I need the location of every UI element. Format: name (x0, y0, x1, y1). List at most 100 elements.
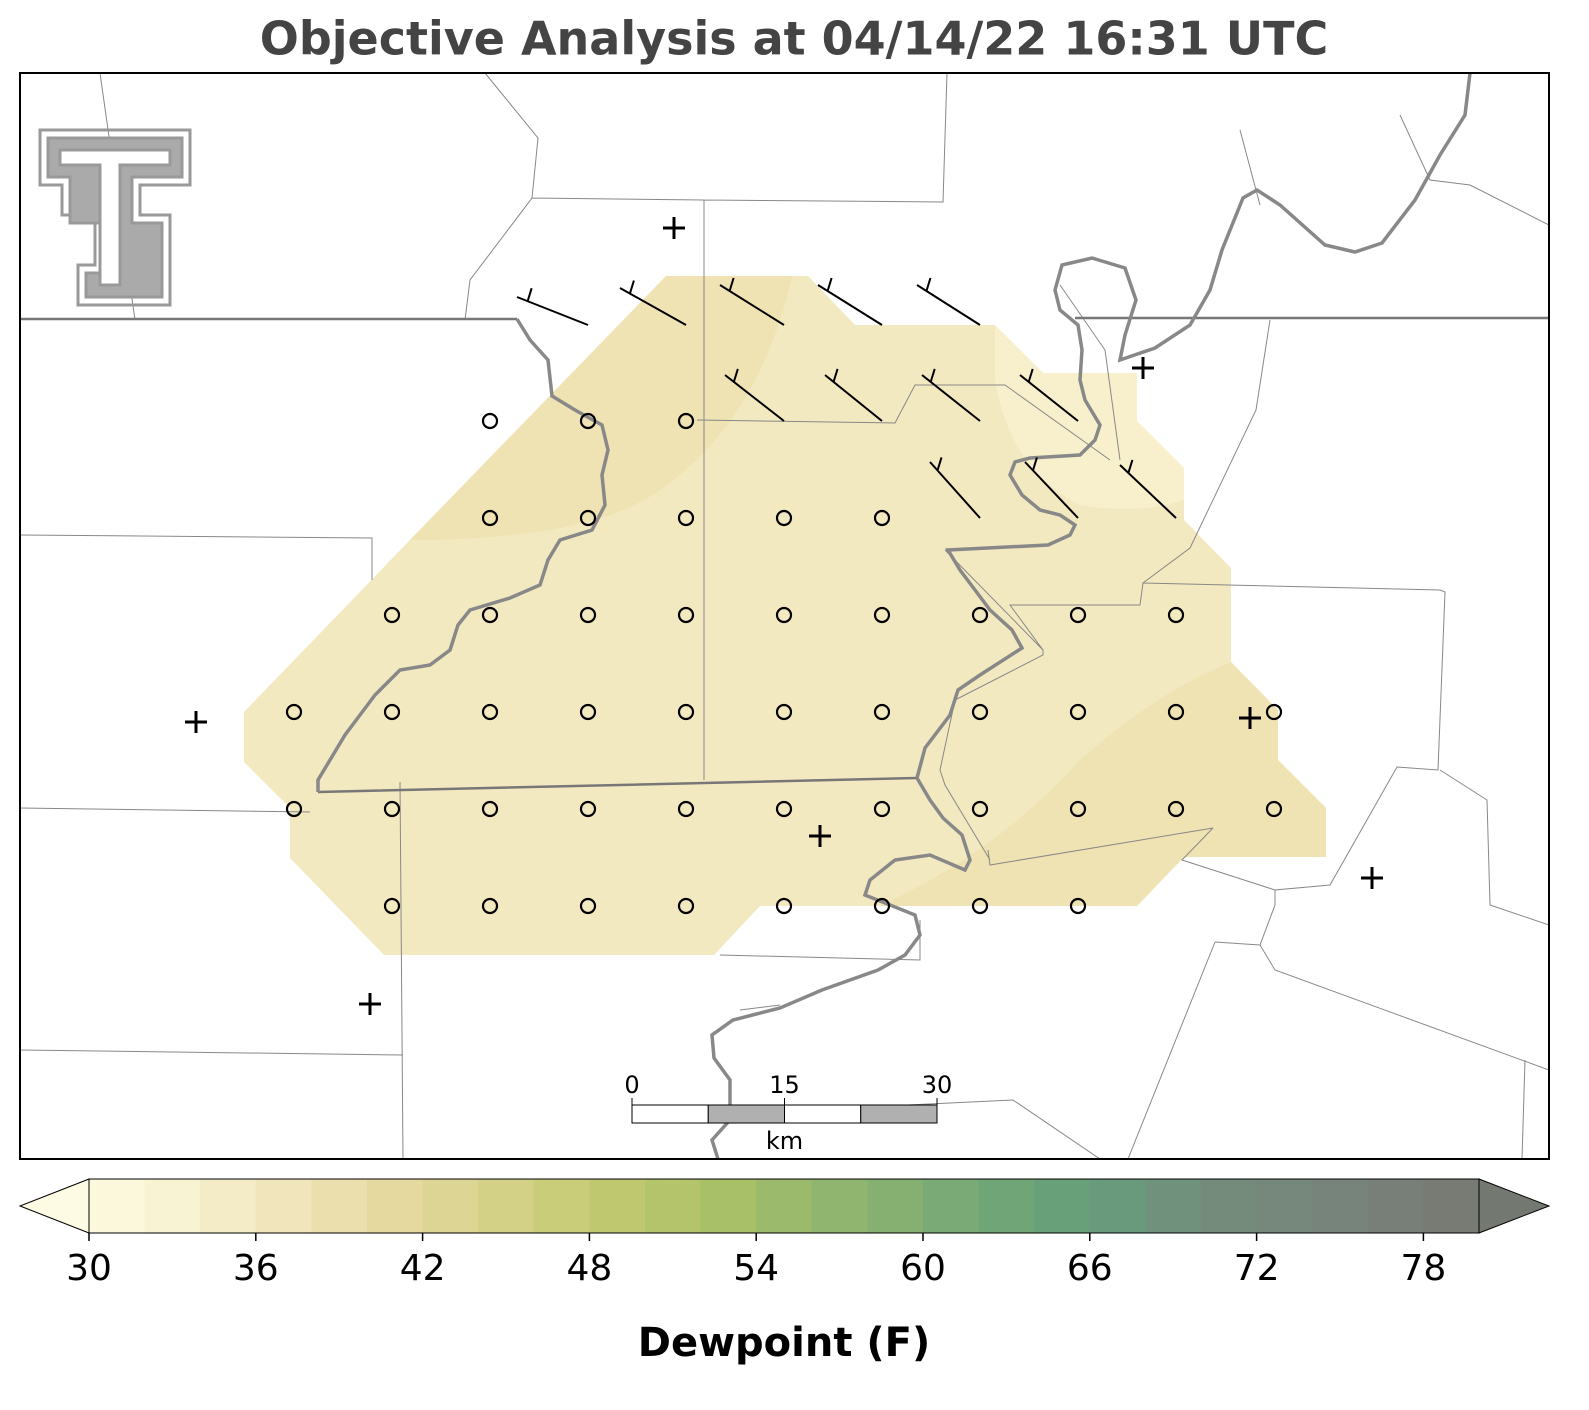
barb-flag (628, 280, 635, 294)
colorbar-tick-label: 78 (1400, 1248, 1446, 1289)
colorbar-segment (367, 1179, 424, 1233)
barb-flag (936, 457, 943, 471)
barb-flag (1027, 368, 1034, 383)
station-missing (663, 217, 685, 239)
scale-bar-label: 0 (624, 1071, 639, 1099)
station-calm (1069, 606, 1087, 624)
barb-flag (526, 287, 533, 302)
colorbar-segment (1034, 1179, 1091, 1233)
colorbar-segment (1423, 1179, 1480, 1233)
station-calm (383, 800, 401, 818)
station-missing (809, 825, 831, 847)
barb-shaft (817, 284, 883, 326)
colorbar-segment (1312, 1179, 1369, 1233)
station-calm (481, 703, 499, 721)
scale-bar-label: 15 (769, 1071, 800, 1099)
wind-barb (724, 368, 785, 422)
scale-bar-block (860, 1104, 938, 1124)
station-calm (971, 897, 989, 915)
station-calm (481, 800, 499, 818)
colorbar-segment (311, 1179, 368, 1233)
barb-shaft (1019, 374, 1079, 422)
colorbar-segment (811, 1179, 868, 1233)
station-calm (285, 800, 303, 818)
wind-barb (1019, 368, 1079, 422)
barb-shaft (1024, 461, 1079, 519)
colorbar-frame (88, 1178, 1480, 1234)
station-calm (1069, 897, 1087, 915)
station-calm (481, 606, 499, 624)
barb-shaft (516, 296, 589, 326)
colorbar-segment (478, 1179, 535, 1233)
scale-bar-block (631, 1104, 709, 1124)
station-calm (1167, 606, 1185, 624)
station-calm (1069, 800, 1087, 818)
station-calm (579, 703, 597, 721)
wind-barb (916, 277, 981, 326)
colorbar-segment (255, 1179, 312, 1233)
station-calm (873, 703, 891, 721)
colorbar-segment (867, 1179, 924, 1233)
wind-barb (817, 277, 883, 326)
station-missing (359, 993, 381, 1015)
colorbar-segment (144, 1179, 201, 1233)
colorbar-tick-label: 42 (400, 1248, 446, 1289)
station-calm (1265, 800, 1283, 818)
colorbar-segment (645, 1179, 702, 1233)
colorbar-segment (1201, 1179, 1258, 1233)
wind-barb (719, 277, 785, 326)
station-calm (383, 606, 401, 624)
station-calm (383, 897, 401, 915)
wind-barb (824, 368, 883, 422)
station-calm (775, 509, 793, 527)
analysis-shading-dark (880, 662, 1326, 906)
station-calm (579, 412, 597, 430)
station-calm (677, 703, 695, 721)
barb-shaft (824, 374, 883, 422)
barb-shaft (916, 284, 981, 326)
station-calm (775, 800, 793, 818)
station-calm (677, 412, 695, 430)
station-calm (775, 606, 793, 624)
barb-shaft (929, 461, 981, 519)
colorbar-segment (200, 1179, 257, 1233)
station-calm (481, 897, 499, 915)
station-calm (579, 509, 597, 527)
colorbar-tick-label: 66 (1067, 1248, 1113, 1289)
barb-shaft (1119, 464, 1177, 519)
barb-shaft (921, 374, 981, 422)
station-calm (775, 897, 793, 915)
colorbar-tick-label: 72 (1234, 1248, 1280, 1289)
station-calm (579, 897, 597, 915)
station-calm (677, 509, 695, 527)
station-calm (775, 703, 793, 721)
colorbar-tick-label: 48 (566, 1248, 612, 1289)
colorbar-label: Dewpoint (F) (638, 1320, 931, 1366)
station-missing (1132, 357, 1154, 379)
map (19, 72, 1550, 1160)
station-calm (677, 606, 695, 624)
barb-shaft (619, 287, 687, 326)
station-calm (1265, 703, 1283, 721)
scale-bar-block (707, 1104, 785, 1124)
station-calm (971, 606, 989, 624)
colorbar-segment (422, 1179, 479, 1233)
colorbar-segment (923, 1179, 980, 1233)
wind-barb (619, 280, 687, 326)
barb-flag (929, 368, 936, 383)
station-missing (1361, 867, 1383, 889)
state-border (20, 316, 1549, 794)
station-calm (873, 509, 891, 527)
colorbar-segment (589, 1179, 646, 1233)
colorbar: 30 36 42 48 54 60 66 72 78 (18, 1178, 1551, 1289)
colorbar-tick-label: 36 (233, 1248, 279, 1289)
station-calm (1069, 703, 1087, 721)
colorbar-under (18, 1178, 90, 1234)
station-calm (677, 897, 695, 915)
station-calm (579, 606, 597, 624)
barb-flag (728, 277, 735, 292)
station-calm (1167, 703, 1185, 721)
barb-flag (1127, 459, 1134, 474)
wind-barb (1024, 457, 1079, 519)
